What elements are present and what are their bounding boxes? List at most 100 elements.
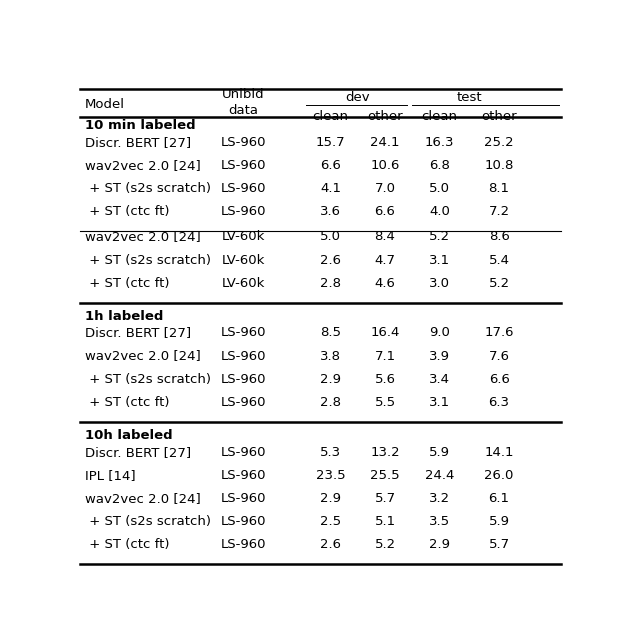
Text: LS-960: LS-960 xyxy=(221,205,266,218)
Text: 5.6: 5.6 xyxy=(374,372,396,386)
Text: 6.1: 6.1 xyxy=(488,492,509,505)
Text: 9.0: 9.0 xyxy=(429,326,450,339)
Text: LS-960: LS-960 xyxy=(221,538,266,551)
Text: LS-960: LS-960 xyxy=(221,159,266,172)
Text: LS-960: LS-960 xyxy=(221,372,266,386)
Text: 5.9: 5.9 xyxy=(429,445,450,458)
Text: + ST (ctc ft): + ST (ctc ft) xyxy=(85,396,170,409)
Text: 7.6: 7.6 xyxy=(488,349,509,362)
Text: 5.0: 5.0 xyxy=(429,182,450,195)
Text: 8.4: 8.4 xyxy=(374,230,396,243)
Text: 10.6: 10.6 xyxy=(371,159,400,172)
Text: 10 min labeled: 10 min labeled xyxy=(85,119,196,132)
Text: 7.0: 7.0 xyxy=(374,182,396,195)
Text: 7.2: 7.2 xyxy=(488,205,509,218)
Text: + ST (ctc ft): + ST (ctc ft) xyxy=(85,205,170,218)
Text: 10h labeled: 10h labeled xyxy=(85,429,173,442)
Text: 6.6: 6.6 xyxy=(320,159,341,172)
Text: wav2vec 2.0 [24]: wav2vec 2.0 [24] xyxy=(85,349,201,362)
Text: 4.6: 4.6 xyxy=(374,276,396,290)
Text: 5.7: 5.7 xyxy=(488,538,509,551)
Text: 10.8: 10.8 xyxy=(484,159,514,172)
Text: 5.3: 5.3 xyxy=(320,445,341,458)
Text: 7.1: 7.1 xyxy=(374,349,396,362)
Text: 23.5: 23.5 xyxy=(316,468,346,482)
Text: 25.5: 25.5 xyxy=(370,468,400,482)
Text: Discr. BERT [27]: Discr. BERT [27] xyxy=(85,445,191,458)
Text: 5.2: 5.2 xyxy=(374,538,396,551)
Text: 8.1: 8.1 xyxy=(488,182,509,195)
Text: Model: Model xyxy=(85,99,125,111)
Text: + ST (ctc ft): + ST (ctc ft) xyxy=(85,538,170,551)
Text: 3.6: 3.6 xyxy=(320,205,341,218)
Text: 2.9: 2.9 xyxy=(320,372,341,386)
Text: 8.5: 8.5 xyxy=(320,326,341,339)
Text: other: other xyxy=(481,110,517,123)
Text: 5.2: 5.2 xyxy=(429,230,450,243)
Text: 3.4: 3.4 xyxy=(429,372,450,386)
Text: 3.2: 3.2 xyxy=(429,492,450,505)
Text: LV-60k: LV-60k xyxy=(222,253,266,266)
Text: 3.1: 3.1 xyxy=(429,253,450,266)
Text: 2.6: 2.6 xyxy=(320,253,341,266)
Text: 17.6: 17.6 xyxy=(484,326,514,339)
Text: 1h labeled: 1h labeled xyxy=(85,310,163,323)
Text: 2.9: 2.9 xyxy=(320,492,341,505)
Text: LS-960: LS-960 xyxy=(221,349,266,362)
Text: 5.1: 5.1 xyxy=(374,515,396,528)
Text: 2.8: 2.8 xyxy=(320,396,341,409)
Text: 2.8: 2.8 xyxy=(320,276,341,290)
Text: 4.0: 4.0 xyxy=(429,205,450,218)
Text: LS-960: LS-960 xyxy=(221,182,266,195)
Text: clean: clean xyxy=(422,110,458,123)
Text: dev: dev xyxy=(346,91,370,104)
Text: + ST (s2s scratch): + ST (s2s scratch) xyxy=(85,182,211,195)
Text: 4.7: 4.7 xyxy=(374,253,396,266)
Text: 8.6: 8.6 xyxy=(489,230,509,243)
Text: 5.0: 5.0 xyxy=(320,230,341,243)
Text: 3.8: 3.8 xyxy=(320,349,341,362)
Text: LS-960: LS-960 xyxy=(221,396,266,409)
Text: 4.1: 4.1 xyxy=(320,182,341,195)
Text: 16.4: 16.4 xyxy=(371,326,400,339)
Text: LS-960: LS-960 xyxy=(221,492,266,505)
Text: 2.6: 2.6 xyxy=(320,538,341,551)
Text: LS-960: LS-960 xyxy=(221,445,266,458)
Text: 26.0: 26.0 xyxy=(484,468,514,482)
Text: 2.9: 2.9 xyxy=(429,538,450,551)
Text: Discr. BERT [27]: Discr. BERT [27] xyxy=(85,136,191,148)
Text: other: other xyxy=(367,110,403,123)
Text: 13.2: 13.2 xyxy=(370,445,400,458)
Text: 3.9: 3.9 xyxy=(429,349,450,362)
Text: 25.2: 25.2 xyxy=(484,136,514,148)
Text: clean: clean xyxy=(312,110,349,123)
Text: IPL [14]: IPL [14] xyxy=(85,468,136,482)
Text: 3.5: 3.5 xyxy=(429,515,450,528)
Text: 24.1: 24.1 xyxy=(371,136,400,148)
Text: + ST (ctc ft): + ST (ctc ft) xyxy=(85,276,170,290)
Text: 6.3: 6.3 xyxy=(488,396,509,409)
Text: Unlbld
data: Unlbld data xyxy=(222,88,265,116)
Text: 5.9: 5.9 xyxy=(488,515,509,528)
Text: 5.5: 5.5 xyxy=(374,396,396,409)
Text: + ST (s2s scratch): + ST (s2s scratch) xyxy=(85,253,211,266)
Text: wav2vec 2.0 [24]: wav2vec 2.0 [24] xyxy=(85,230,201,243)
Text: 5.4: 5.4 xyxy=(488,253,509,266)
Text: 2.5: 2.5 xyxy=(320,515,341,528)
Text: 14.1: 14.1 xyxy=(484,445,514,458)
Text: 6.6: 6.6 xyxy=(374,205,396,218)
Text: LV-60k: LV-60k xyxy=(222,276,266,290)
Text: 3.0: 3.0 xyxy=(429,276,450,290)
Text: 6.8: 6.8 xyxy=(429,159,450,172)
Text: 5.2: 5.2 xyxy=(488,276,509,290)
Text: 15.7: 15.7 xyxy=(316,136,346,148)
Text: + ST (s2s scratch): + ST (s2s scratch) xyxy=(85,515,211,528)
Text: 5.7: 5.7 xyxy=(374,492,396,505)
Text: 16.3: 16.3 xyxy=(425,136,454,148)
Text: + ST (s2s scratch): + ST (s2s scratch) xyxy=(85,372,211,386)
Text: LS-960: LS-960 xyxy=(221,515,266,528)
Text: LS-960: LS-960 xyxy=(221,136,266,148)
Text: wav2vec 2.0 [24]: wav2vec 2.0 [24] xyxy=(85,159,201,172)
Text: 3.1: 3.1 xyxy=(429,396,450,409)
Text: LS-960: LS-960 xyxy=(221,326,266,339)
